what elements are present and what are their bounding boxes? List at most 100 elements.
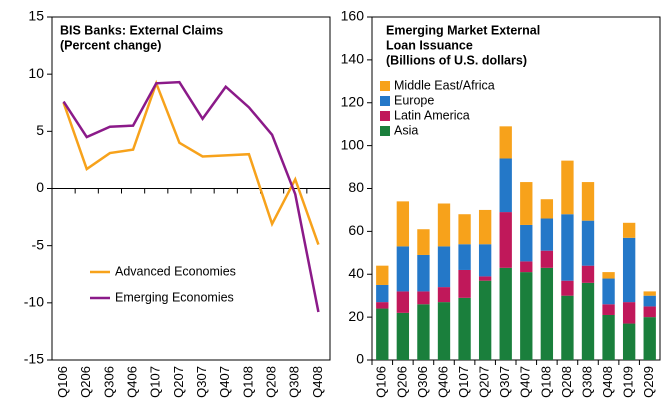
bar-segment — [458, 269, 471, 298]
x-tick-label: Q206 — [78, 366, 93, 398]
x-tick-label: Q308 — [287, 366, 302, 398]
y-tick-label: 20 — [348, 308, 364, 324]
legend-label: Latin America — [394, 108, 470, 122]
bar-segment — [602, 314, 615, 360]
bar-segment — [396, 201, 410, 247]
legend-label: Middle East/Africa — [394, 78, 495, 92]
y-tick-label: 5 — [36, 122, 44, 138]
data-line — [62, 80, 320, 313]
bar-segment — [376, 284, 389, 303]
x-tick-label: Q107 — [456, 366, 471, 398]
bar-segment — [458, 244, 471, 270]
bar-segment — [376, 308, 389, 360]
x-tick-label: Q106 — [374, 366, 389, 398]
bar-segment — [520, 272, 533, 360]
bar-segment — [417, 229, 430, 255]
y-tick-label: 0 — [356, 351, 364, 367]
bar-segment — [581, 220, 595, 266]
bar-segment — [540, 218, 554, 251]
bar-segment — [499, 212, 512, 268]
x-tick-label: Q308 — [579, 366, 594, 398]
chart-subtitle: (Percent change) — [60, 38, 161, 52]
x-tick-label: Q406 — [125, 366, 140, 398]
legend-label: Asia — [394, 123, 418, 137]
x-tick-label: Q408 — [600, 366, 615, 398]
y-tick-label: 15 — [28, 8, 44, 24]
bar-segment — [581, 282, 595, 360]
x-tick-label: Q209 — [641, 366, 656, 398]
x-tick-label: Q307 — [497, 366, 512, 398]
bar-segment — [499, 126, 512, 159]
x-tick-label: Q408 — [310, 366, 325, 398]
bar-segment — [499, 267, 512, 360]
bar-segment — [643, 306, 656, 318]
legend-swatch — [380, 81, 390, 91]
bar-segment — [437, 203, 451, 247]
x-tick-label: Q306 — [415, 366, 430, 398]
bar-segment — [622, 222, 636, 238]
bar-segment — [643, 317, 656, 360]
legend-label: Emerging Economies — [115, 290, 234, 304]
x-tick-label: Q108 — [240, 366, 255, 398]
x-tick-label: Q107 — [148, 366, 163, 398]
y-tick-label: 40 — [348, 265, 364, 281]
data-line — [62, 79, 320, 245]
x-tick-label: Q407 — [518, 366, 533, 398]
y-tick-label: 80 — [348, 179, 364, 195]
bar-segment — [478, 244, 492, 277]
bar-segment — [499, 158, 512, 213]
bar-segment — [540, 250, 554, 268]
bar-segment — [540, 199, 554, 219]
bar-segment — [643, 291, 656, 296]
x-tick-label: Q207 — [171, 366, 186, 398]
bar-segment — [520, 182, 533, 225]
bar-segment — [458, 297, 471, 360]
chart-subtitle: (Billions of U.S. dollars) — [386, 53, 527, 67]
y-tick-label: 60 — [348, 222, 364, 238]
y-tick-label: 140 — [341, 51, 365, 67]
bar-segment — [622, 302, 636, 324]
bar-segment — [581, 182, 595, 221]
bar-segment — [396, 291, 410, 313]
bar-segment — [602, 304, 615, 315]
y-tick-label: 0 — [36, 179, 44, 195]
legend-swatch — [380, 96, 390, 106]
bar-segment — [417, 291, 430, 305]
chart-title: BIS Banks: External Claims — [60, 23, 223, 37]
bar-segment — [396, 246, 410, 292]
legend-swatch — [380, 111, 390, 121]
y-tick-label: -5 — [32, 236, 45, 252]
bar-segment — [602, 272, 615, 279]
bar-segment — [561, 295, 574, 360]
bar-segment — [478, 276, 492, 281]
legend-label: Advanced Economies — [115, 264, 236, 278]
y-tick-label: 120 — [341, 93, 365, 109]
y-tick-label: 100 — [341, 136, 365, 152]
x-tick-label: Q307 — [194, 366, 209, 398]
x-tick-label: Q106 — [55, 366, 70, 398]
bar-segment — [520, 261, 533, 273]
bar-segment — [561, 160, 574, 215]
bar-segment — [396, 312, 410, 360]
bar-segment — [437, 287, 451, 303]
x-tick-label: Q306 — [101, 366, 116, 398]
x-tick-label: Q208 — [559, 366, 574, 398]
legend-label: Europe — [394, 93, 434, 107]
x-tick-label: Q407 — [217, 366, 232, 398]
chart-title: Loan Issuance — [386, 38, 473, 52]
x-tick-label: Q406 — [435, 366, 450, 398]
x-tick-label: Q109 — [621, 366, 636, 398]
bar-segment — [561, 280, 574, 296]
bar-segment — [520, 224, 533, 262]
y-tick-label: 160 — [341, 8, 365, 24]
bar-segment — [602, 278, 615, 305]
y-tick-label: 10 — [28, 65, 44, 81]
y-tick-label: -10 — [24, 294, 44, 310]
bar-segment — [458, 214, 471, 245]
x-tick-label: Q207 — [477, 366, 492, 398]
bar-segment — [622, 323, 636, 360]
bar-segment — [561, 214, 574, 281]
legend-swatch — [380, 126, 390, 136]
bar-segment — [478, 209, 492, 245]
